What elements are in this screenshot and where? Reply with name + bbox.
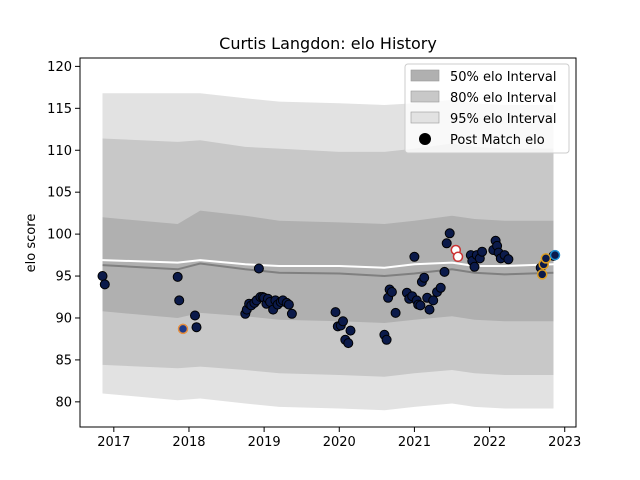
data-point [477,246,488,257]
y-tick-label: 105 [47,186,72,201]
legend: 50% elo Interval 80% elo Interval 95% elo … [404,63,570,154]
data-point [253,263,264,274]
y-tick-label: 100 [47,228,72,243]
data-point [435,282,446,293]
legend-label: 95% elo Interval [450,112,557,127]
data-point [343,338,354,349]
data-point [381,334,392,345]
data-point [415,300,426,311]
data-point [390,307,401,318]
data-point [444,228,455,239]
median-line [102,262,554,278]
y-tick-label: 115 [47,102,72,117]
data-point [99,279,110,290]
data-point [345,325,356,336]
mean-line [102,259,554,269]
legend-box [404,63,570,154]
legend-label: Post Match elo [450,133,545,148]
data-point [409,251,420,262]
highlight-point [177,323,189,335]
legend-marker [419,133,431,145]
y-tick-label: 120 [47,60,72,75]
data-point [330,307,341,318]
legend-label: 80% elo Interval [450,91,557,106]
data-point [283,299,294,310]
x-tick-label: 2018 [172,435,205,450]
data-point [503,254,514,265]
y-tick-label: 95 [55,270,72,285]
highlight-point [549,249,561,261]
legend-label: 50% elo Interval [450,70,557,85]
data-point [428,295,439,306]
data-point [338,316,348,327]
x-tick-label: 2021 [398,435,431,450]
data-point [386,287,397,297]
data-point [439,266,450,277]
y-axis: 80 85 90 95 100 105 110 115 120 [47,60,80,410]
y-tick-label: 80 [55,395,72,410]
interval-bands [102,93,554,411]
y-tick-label: 110 [47,144,72,159]
data-point [172,271,183,282]
x-axis: 2017 2018 2019 2020 2021 2022 2023 [97,427,581,450]
data-point [191,322,202,333]
highlight-point [452,251,464,263]
plot-area [79,57,577,428]
x-tick-label: 2019 [248,435,281,450]
y-tick-label: 85 [55,353,72,368]
trend-lines [102,259,554,278]
y-axis-label: elo score [24,214,39,273]
data-point [97,271,108,281]
x-tick-label: 2017 [97,435,130,450]
highlight-point [536,269,548,280]
plot-frame [79,57,577,428]
data-point [419,272,430,283]
post-match-points [97,228,561,349]
data-point [174,295,185,306]
data-point [469,261,480,272]
data-point [286,308,297,319]
legend-swatch [410,69,440,82]
data-point [441,238,452,249]
legend-swatch [410,90,440,103]
legend-swatch [410,111,440,124]
x-tick-label: 2020 [323,435,356,450]
chart-title: Curtis Langdon: elo History [219,34,437,53]
highlight-point [540,253,552,264]
data-point [190,310,200,321]
y-tick-label: 90 [55,311,72,326]
data-point [424,304,435,315]
x-tick-label: 2022 [473,435,506,450]
x-tick-label: 2023 [548,435,581,450]
